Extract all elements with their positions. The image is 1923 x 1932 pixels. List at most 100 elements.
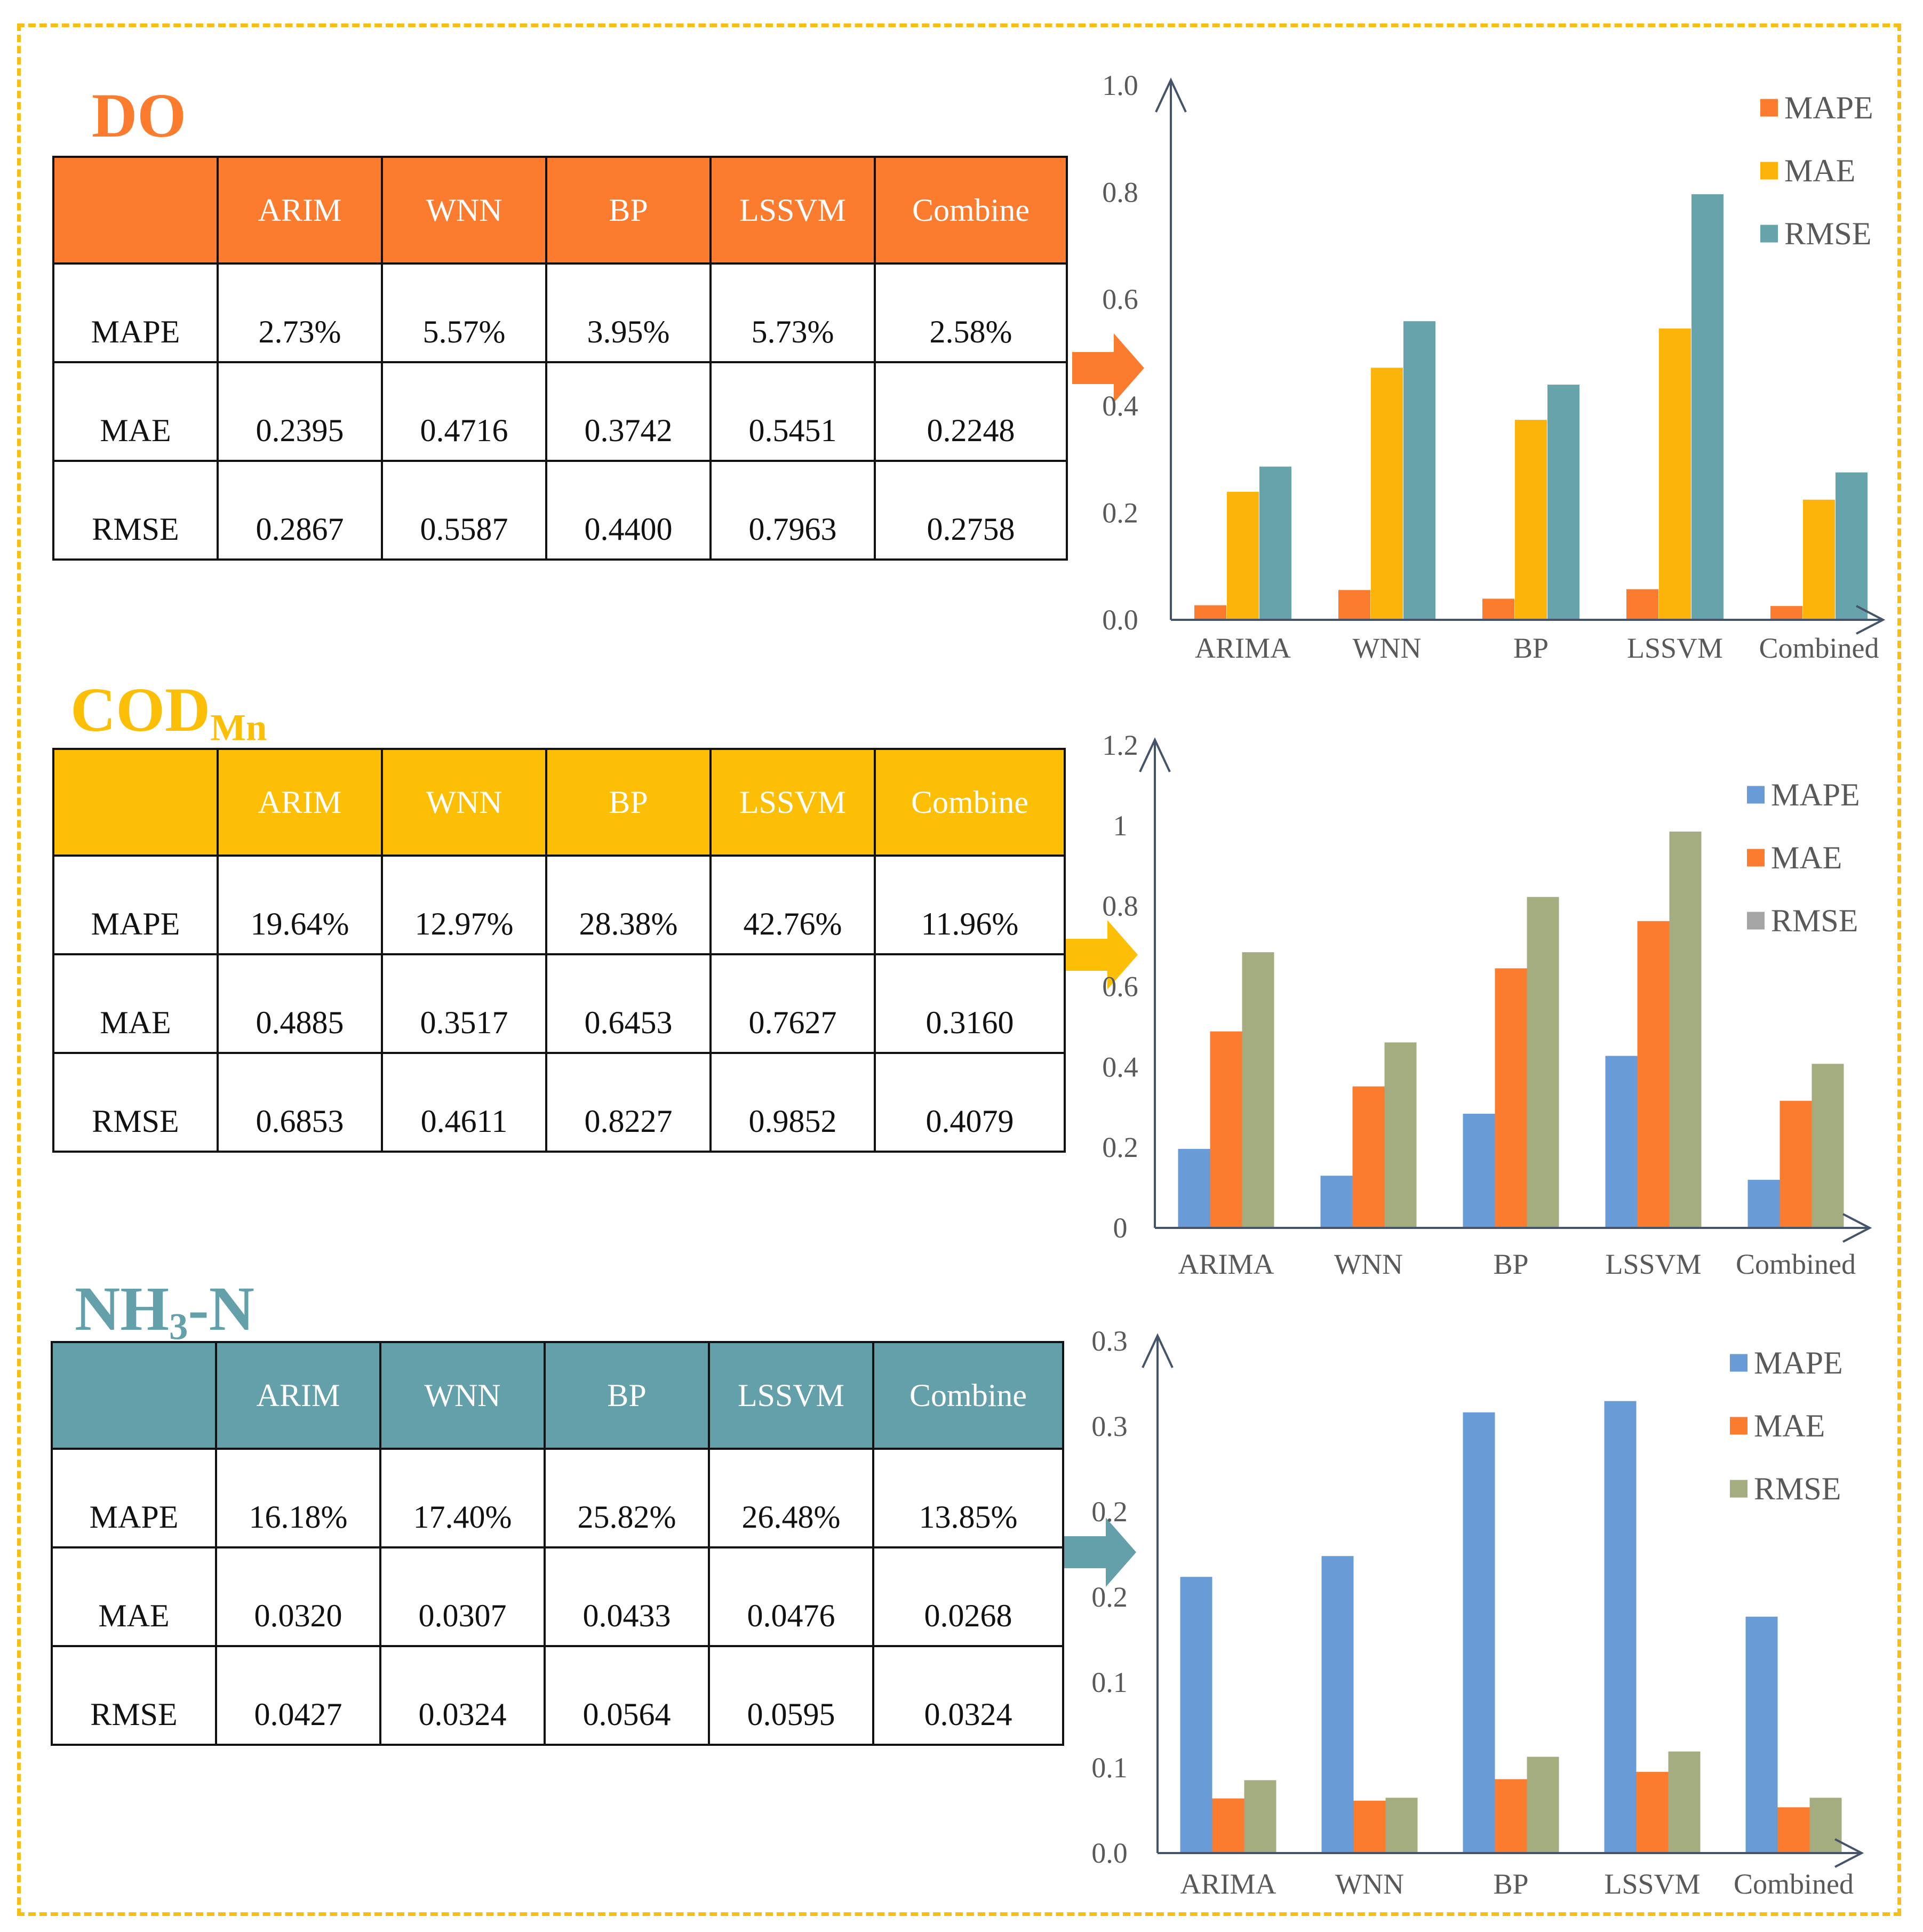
table-header-row: ARIM WNN BP LSSVM Combine [51, 1341, 1064, 1450]
y-tick-label: 0.1 [1091, 1666, 1128, 1698]
bar-mae-lssvm [1659, 328, 1691, 620]
table-row: MAE 0.4885 0.3517 0.6453 0.7627 0.3160 [52, 953, 1066, 1054]
bar-mae-lssvm [1637, 921, 1670, 1228]
legend-swatch [1760, 225, 1778, 243]
bar-rmse-arima [1259, 466, 1291, 620]
legend-swatch [1730, 1354, 1748, 1372]
bar-mae-bp [1515, 420, 1547, 620]
bar-mae-bp [1495, 968, 1527, 1228]
metrics-table-do: ARIM WNN BP LSSVM Combine MAPE 2.73% 5.5… [52, 156, 1068, 561]
table-cell: 0.0324 [872, 1645, 1064, 1746]
legend-label: MAPE [1784, 90, 1873, 125]
table-cell: 0.2867 [217, 460, 383, 561]
table-row: MAPE 2.73% 5.57% 3.95% 5.73% 2.58% [52, 262, 1068, 363]
column-header: BP [545, 748, 712, 857]
table-cell: 0.6453 [545, 953, 712, 1054]
bar-mape-bp [1482, 598, 1514, 620]
x-tick-label: LSSVM [1605, 1248, 1701, 1280]
metrics-table-codmn: ARIM WNN BP LSSVM Combine MAPE 19.64% 12… [52, 748, 1066, 1153]
arrow-right-icon [1066, 920, 1138, 989]
y-tick-label: 0.8 [1102, 890, 1138, 922]
x-tick-label: LSSVM [1604, 1868, 1700, 1900]
table-cell: 0.9852 [709, 1052, 876, 1153]
y-tick-label: 0.0 [1102, 604, 1138, 636]
table-cell: 17.40% [379, 1448, 546, 1548]
table-cell: 0.0427 [215, 1645, 381, 1746]
table-cell: 0.8227 [545, 1052, 712, 1153]
bar-rmse-lssvm [1668, 1751, 1701, 1853]
y-tick-label: 0.0 [1091, 1837, 1128, 1869]
bar-rmse-combined [1812, 1064, 1844, 1228]
table-cell: 0.5451 [709, 361, 876, 462]
column-header: Combine [874, 156, 1068, 265]
y-tick-label: 1.0 [1102, 69, 1138, 101]
table-cell: 12.97% [381, 855, 547, 955]
column-header: WNN [381, 748, 547, 857]
bar-mae-wnn [1353, 1800, 1386, 1853]
header-corner-cell [51, 1341, 217, 1450]
table-cell: 26.48% [708, 1448, 874, 1548]
table-header-row: ARIM WNN BP LSSVM Combine [52, 156, 1068, 265]
row-label: MAE [51, 1546, 217, 1647]
bar-mape-lssvm [1604, 1401, 1637, 1853]
column-header: WNN [379, 1341, 546, 1450]
row-label: MAE [52, 953, 219, 1054]
row-label: MAPE [52, 855, 219, 955]
table-cell: 0.5587 [381, 460, 547, 561]
table-header-row: ARIM WNN BP LSSVM Combine [52, 748, 1066, 857]
table-cell: 0.4885 [217, 953, 383, 1054]
table-row: MAPE 16.18% 17.40% 25.82% 26.48% 13.85% [51, 1448, 1064, 1548]
bar-mape-combined [1745, 1616, 1778, 1853]
header-corner-cell [52, 748, 219, 857]
x-tick-label: ARIMA [1180, 1868, 1276, 1900]
section-title-nh3n: NH3-N [75, 1274, 254, 1348]
bar-mae-combined [1777, 1807, 1810, 1853]
y-tick-label: 0.2 [1102, 497, 1138, 529]
bar-mae-wnn [1371, 368, 1403, 620]
bar-mape-arima [1180, 1577, 1212, 1853]
legend-label: MAE [1754, 1408, 1825, 1443]
bar-mae-lssvm [1636, 1771, 1669, 1853]
table-cell: 42.76% [709, 855, 876, 955]
table-cell: 0.7627 [709, 953, 876, 1054]
x-tick-label: Combined [1734, 1868, 1854, 1900]
legend-label: RMSE [1771, 903, 1858, 938]
table-cell: 19.64% [217, 855, 383, 955]
column-header: BP [545, 156, 712, 265]
table-cell: 0.7963 [709, 460, 876, 561]
table-cell: 0.6853 [217, 1052, 383, 1153]
table-cell: 3.95% [545, 262, 712, 363]
x-tick-label: WNN [1335, 1868, 1404, 1900]
bar-mape-wnn [1338, 590, 1370, 620]
table-cell: 0.0307 [379, 1546, 546, 1647]
column-header: Combine [874, 748, 1066, 857]
table-row: MAE 0.0320 0.0307 0.0433 0.0476 0.0268 [51, 1546, 1064, 1647]
table-cell: 5.57% [381, 262, 547, 363]
column-header: ARIM [215, 1341, 381, 1450]
bar-rmse-bp [1527, 1757, 1559, 1853]
x-tick-label: ARIMA [1178, 1248, 1274, 1280]
legend-swatch [1747, 912, 1765, 930]
bar-mape-wnn [1321, 1556, 1354, 1853]
column-header: ARIM [217, 748, 383, 857]
table-row: MAPE 19.64% 12.97% 28.38% 42.76% 11.96% [52, 855, 1066, 955]
bar-rmse-arima [1244, 1780, 1276, 1853]
table-row: RMSE 0.2867 0.5587 0.4400 0.7963 0.2758 [52, 460, 1068, 561]
x-tick-label: BP [1493, 1868, 1528, 1900]
table-cell: 13.85% [872, 1448, 1064, 1548]
table-cell: 0.0564 [544, 1645, 710, 1746]
bar-rmse-wnn [1403, 321, 1435, 620]
bar-mape-combined [1748, 1179, 1780, 1228]
y-tick-label: 0.2 [1102, 1131, 1138, 1163]
section-title-do: DO [92, 81, 186, 150]
bar-mae-wnn [1352, 1086, 1385, 1228]
table-cell: 0.0433 [544, 1546, 710, 1647]
legend-swatch [1747, 786, 1765, 804]
legend-swatch [1760, 162, 1778, 180]
column-header: WNN [381, 156, 547, 265]
bar-mae-arima [1210, 1031, 1242, 1228]
table-cell: 0.4611 [381, 1052, 547, 1153]
bar-rmse-wnn [1385, 1798, 1418, 1853]
bar-rmse-combined [1836, 472, 1868, 620]
row-label: MAE [52, 361, 219, 462]
